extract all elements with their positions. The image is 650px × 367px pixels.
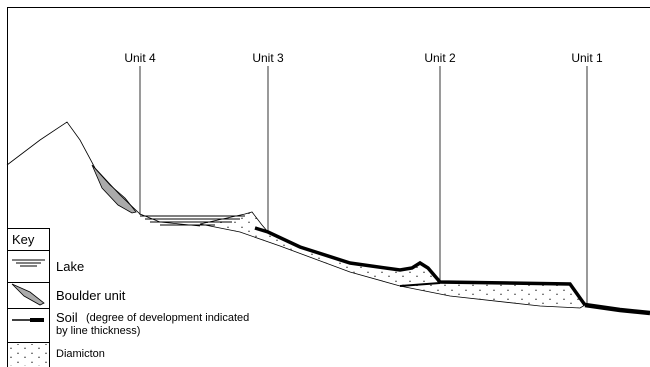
unit-label: Unit 3: [252, 51, 284, 65]
diamicton: [200, 212, 585, 308]
key-note: by line thickness): [56, 325, 140, 337]
surface: [7, 122, 200, 226]
key-diamicton-icon: [9, 344, 47, 366]
unit-label: Unit 4: [124, 51, 156, 65]
key-label: Lake: [56, 259, 84, 274]
key-label: Boulder unit: [56, 288, 126, 303]
key-label: Diamicton: [56, 348, 105, 360]
diagram: Unit 4 Unit 3 Unit 2 Unit 1 Key Lake Bou…: [0, 0, 650, 367]
unit-label: Unit 2: [424, 51, 456, 65]
key-note: (degree of development indicated: [86, 312, 249, 324]
soil: [585, 305, 650, 313]
unit-label: Unit 1: [571, 51, 603, 65]
key-title: Key: [12, 232, 35, 247]
key-label: Soil: [56, 310, 78, 325]
